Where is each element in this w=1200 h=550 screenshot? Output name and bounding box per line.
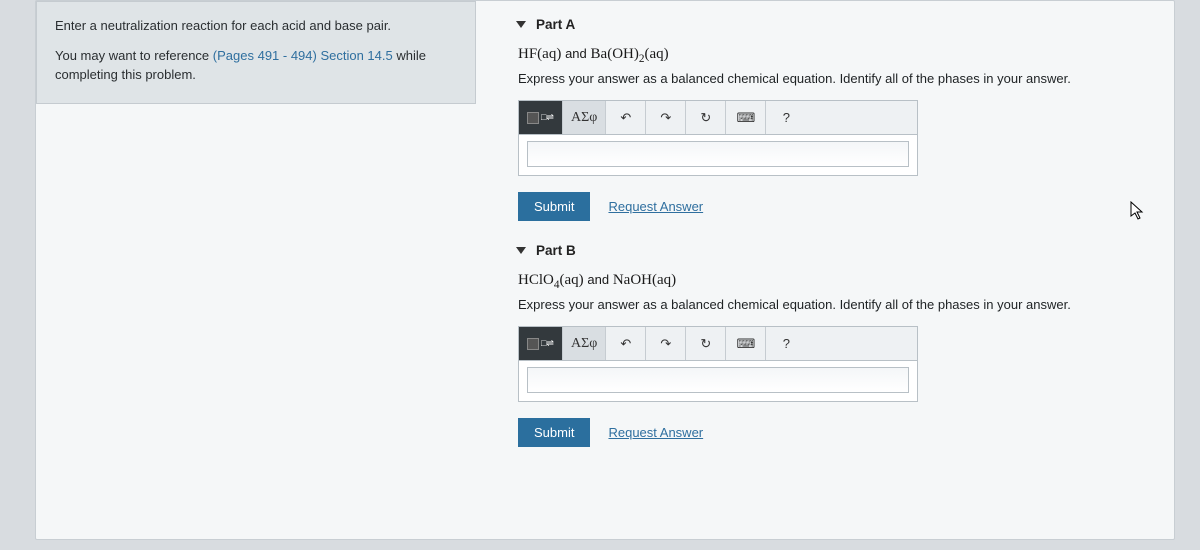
part-a-toolbar: □⇌ ΑΣφ ↶ ↷ ↻ ⌨ ? [519, 101, 917, 135]
part-b-label: Part B [536, 243, 576, 258]
instruction-box: Enter a neutralization reaction for each… [36, 1, 476, 104]
undo-button[interactable]: ↶ [606, 327, 646, 360]
part-b-toolbar: □⇌ ΑΣφ ↶ ↷ ↻ ⌨ ? [519, 327, 917, 361]
templates-button[interactable]: □⇌ [519, 101, 563, 134]
reference-text: You may want to reference (Pages 491 - 4… [55, 46, 457, 85]
part-b: Part B HClO4(aq) and NaOH(aq) Express yo… [516, 243, 1154, 447]
part-a-input-block: □⇌ ΑΣφ ↶ ↷ ↻ ⌨ ? [518, 100, 918, 176]
submit-button[interactable]: Submit [518, 418, 590, 447]
part-b-header[interactable]: Part B [516, 243, 1154, 258]
part-a-equation: HF(aq) and Ba(OH)2(aq) [518, 46, 1154, 65]
problem-title: Enter a neutralization reaction for each… [55, 16, 457, 36]
problem-page: Enter a neutralization reaction for each… [35, 0, 1175, 540]
undo-button[interactable]: ↶ [606, 101, 646, 134]
keyboard-button[interactable]: ⌨ [726, 327, 766, 360]
part-b-input-block: □⇌ ΑΣφ ↶ ↷ ↻ ⌨ ? [518, 326, 918, 402]
greek-button[interactable]: ΑΣφ [563, 327, 606, 360]
part-a-instruction: Express your answer as a balanced chemic… [518, 71, 1154, 86]
part-b-instruction: Express your answer as a balanced chemic… [518, 297, 1154, 312]
templates-button[interactable]: □⇌ [519, 327, 563, 360]
greek-button[interactable]: ΑΣφ [563, 101, 606, 134]
part-a: Part A HF(aq) and Ba(OH)2(aq) Express yo… [516, 17, 1154, 221]
redo-button[interactable]: ↷ [646, 327, 686, 360]
reference-link[interactable]: (Pages 491 - 494) Section 14.5 [213, 48, 393, 63]
request-answer-link[interactable]: Request Answer [608, 199, 703, 214]
reset-button[interactable]: ↻ [686, 101, 726, 134]
help-button[interactable]: ? [766, 327, 806, 360]
ref-prefix: You may want to reference [55, 48, 213, 63]
caret-down-icon [516, 247, 526, 254]
part-a-header[interactable]: Part A [516, 17, 1154, 32]
keyboard-button[interactable]: ⌨ [726, 101, 766, 134]
part-b-answer-field [519, 361, 917, 401]
right-panel: Part A HF(aq) and Ba(OH)2(aq) Express yo… [476, 1, 1174, 539]
submit-button[interactable]: Submit [518, 192, 590, 221]
part-a-answer-field [519, 135, 917, 175]
part-b-actions: Submit Request Answer [518, 418, 1154, 447]
request-answer-link[interactable]: Request Answer [608, 425, 703, 440]
left-panel: Enter a neutralization reaction for each… [36, 1, 476, 539]
reset-button[interactable]: ↻ [686, 327, 726, 360]
part-b-answer-input[interactable] [527, 367, 909, 393]
caret-down-icon [516, 21, 526, 28]
part-b-equation: HClO4(aq) and NaOH(aq) [518, 272, 1154, 291]
part-a-answer-input[interactable] [527, 141, 909, 167]
part-a-actions: Submit Request Answer [518, 192, 1154, 221]
part-a-label: Part A [536, 17, 575, 32]
redo-button[interactable]: ↷ [646, 101, 686, 134]
help-button[interactable]: ? [766, 101, 806, 134]
